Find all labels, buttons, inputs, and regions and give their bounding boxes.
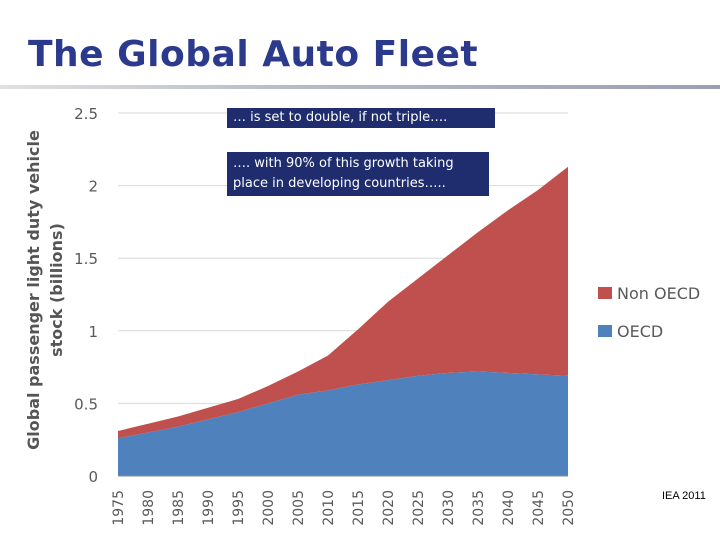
y-tick-label: 2.5	[74, 105, 98, 123]
y-tick-label: 1.5	[74, 250, 98, 268]
area-non-oecd	[118, 166, 568, 439]
legend-swatch	[598, 325, 612, 337]
x-tick-label: 1995	[231, 490, 247, 526]
x-tick-label: 2035	[471, 490, 487, 526]
legend-swatch	[598, 287, 612, 299]
x-tick-label: 2050	[561, 490, 577, 526]
y-axis-label-line-1: Global passenger light duty vehicle	[24, 130, 43, 450]
callout-double-triple: … is set to double, if not triple….	[227, 108, 495, 128]
x-tick-label: 2045	[531, 490, 547, 526]
slide-title: The Global Auto Fleet	[28, 34, 479, 75]
y-tick-label: 1	[88, 323, 98, 341]
area-oecd	[118, 371, 568, 476]
chart-legend: Non OECD OECD	[598, 284, 700, 341]
y-axis-label-line-2: stock (billions)	[47, 223, 66, 357]
legend-label: OECD	[617, 322, 663, 341]
y-tick-labels: 0 0.5 1 1.5 2 2.5	[74, 105, 98, 486]
callout-line-1: …. with 90% of this growth taking	[233, 156, 454, 171]
callout-double-triple-text: … is set to double, if not triple….	[233, 110, 448, 125]
x-tick-label: 2040	[501, 490, 517, 526]
x-tick-labels: 1975 1980 1985 1990 1995 2000 2005 2010 2015 2020…	[111, 490, 577, 526]
x-tick-label: 1985	[171, 490, 187, 526]
x-tick-label: 2010	[321, 490, 337, 526]
x-tick-label: 2025	[411, 490, 427, 526]
callout-line-2: place in developing countries…..	[233, 176, 446, 191]
x-tick-label: 2015	[351, 490, 367, 526]
x-tick-label: 1975	[111, 490, 127, 526]
title-divider	[0, 85, 720, 89]
callout-developing-countries: …. with 90% of this growth taking place …	[227, 152, 489, 196]
x-tick-label: 1990	[201, 490, 217, 526]
y-tick-label: 2	[88, 178, 98, 196]
source-credit: IEA 2011	[662, 490, 706, 502]
x-tick-label: 2005	[291, 490, 307, 526]
chart-areas	[118, 166, 568, 476]
x-tick-label: 2020	[381, 490, 397, 526]
x-tick-label: 2000	[261, 490, 277, 526]
x-tick-label: 2030	[441, 490, 457, 526]
x-tick-label: 1980	[141, 490, 157, 526]
y-tick-label: 0	[88, 468, 98, 486]
y-tick-label: 0.5	[74, 395, 98, 413]
legend-label: Non OECD	[617, 284, 700, 303]
